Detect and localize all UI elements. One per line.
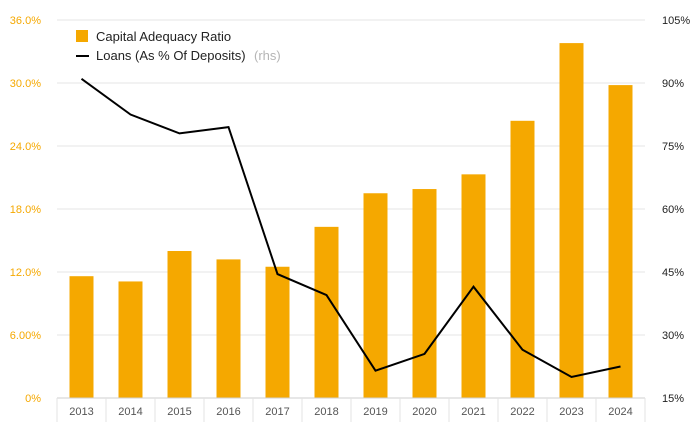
x-tick-label: 2014 [118, 406, 142, 418]
y-right-tick-label: 105% [662, 15, 690, 27]
bar [216, 259, 241, 398]
x-tick-label: 2015 [167, 406, 191, 418]
y-right-tick-label: 30% [662, 330, 684, 342]
legend: Capital Adequacy Ratio Loans (As % Of De… [76, 29, 281, 64]
y-right-tick-label: 75% [662, 141, 684, 153]
legend-swatch-capital-adequacy-ratio [76, 30, 88, 42]
y-left-tick-label: 12.0% [10, 267, 41, 279]
bar [314, 226, 339, 398]
legend-label-loans: Loans (As % Of Deposits) (rhs) [96, 47, 281, 64]
axes: 0% 6.00% 12.0% 18.0% 24.0% 30.0% 36.0% 15% 30% 45… [10, 15, 690, 422]
x-tick-label: 2021 [461, 406, 485, 418]
x-tick-label: 2023 [559, 406, 583, 418]
bar [559, 43, 584, 398]
y-left-tick-label: 6.00% [10, 330, 41, 342]
y-left-tick-label: 24.0% [10, 141, 41, 153]
gridlines [57, 19, 645, 336]
bar [69, 276, 94, 398]
bar [167, 251, 192, 398]
y-right-tick-label: 60% [662, 204, 684, 216]
bar [118, 281, 143, 398]
legend-label-capital-adequacy-ratio: Capital Adequacy Ratio [96, 29, 231, 44]
y-right-tick-label: 15% [662, 393, 684, 405]
bar [510, 120, 535, 399]
y-left-tick-label: 18.0% [10, 204, 41, 216]
x-tick-label: 2019 [363, 406, 387, 418]
bar [412, 189, 437, 398]
y-left-tick-label: 36.0% [10, 15, 41, 27]
x-tick-label: 2022 [510, 406, 534, 418]
x-tick-label: 2020 [412, 406, 436, 418]
bar [265, 266, 290, 398]
x-tick-label: 2017 [265, 406, 289, 418]
x-tick-label: 2016 [216, 406, 240, 418]
x-tick-label: 2024 [608, 406, 632, 418]
bar [363, 193, 388, 398]
y-left-tick-label: 30.0% [10, 78, 41, 90]
y-right-tick-label: 90% [662, 78, 684, 90]
line-series-loans-pct-deposits [80, 77, 621, 379]
bar [608, 85, 633, 398]
legend-label-loans-name: Loans (As % Of Deposits) [96, 48, 246, 63]
bar-series-capital-adequacy-ratio [69, 43, 633, 399]
x-tick-label: 2018 [314, 406, 338, 418]
x-tick-label: 2013 [69, 406, 93, 418]
legend-label-loans-rhs: (rhs) [254, 48, 281, 63]
y-left-tick-label: 0% [25, 393, 41, 405]
line-path [80, 77, 621, 379]
y-right-tick-label: 45% [662, 267, 684, 279]
